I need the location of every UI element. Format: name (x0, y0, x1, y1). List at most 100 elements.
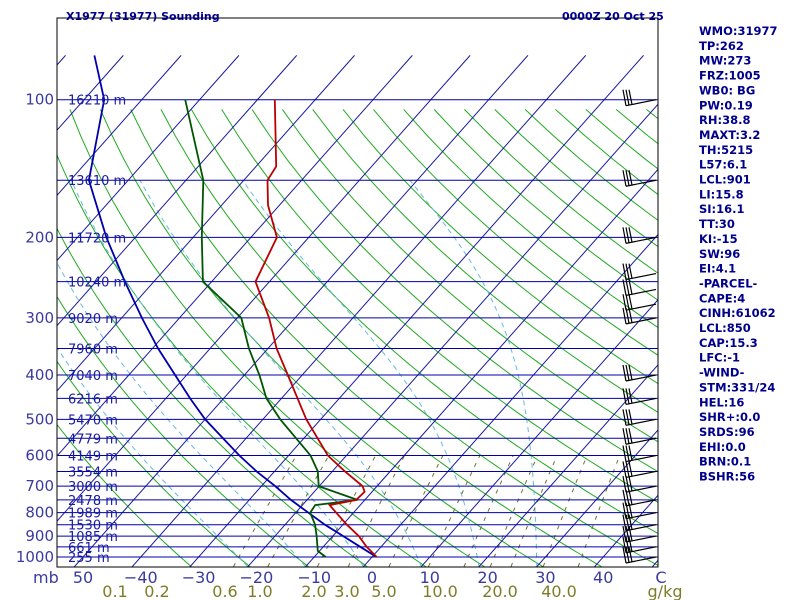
isotherm (57, 55, 182, 197)
wind-barb (622, 525, 657, 543)
pressure-tick-label: 800 (25, 504, 54, 522)
mixing-ratio-line (388, 455, 444, 567)
index-line: CAP:15.3 (699, 336, 758, 350)
isotherm (57, 55, 413, 457)
index-line: BSHR:56 (699, 470, 755, 484)
isotherm (57, 55, 240, 262)
index-line: LCL:850 (699, 321, 751, 335)
height-label: 7960 m (68, 343, 118, 358)
temperature-tick-label: −10 (297, 568, 331, 587)
temperature-tick-label: −40 (124, 568, 158, 587)
height-label: 2478 m (68, 494, 118, 509)
index-line: RH:38.8 (699, 113, 750, 127)
index-line: HEL:16 (699, 395, 744, 409)
pressure-tick-label: 400 (25, 366, 54, 384)
wind-barb (622, 546, 657, 564)
pressure-tick-label: 300 (25, 309, 54, 327)
temperature-tick-label: 10 (420, 568, 440, 587)
height-label: 5470 m (68, 413, 118, 428)
isotherm (73, 55, 529, 567)
mixing-ratio-line (267, 455, 330, 567)
index-line: EI:4.1 (699, 262, 736, 276)
pressure-tick-label: 500 (25, 410, 54, 428)
temperature-tick-label: 20 (477, 568, 497, 587)
dry-adiabat (160, 109, 658, 567)
index-line: SHR+:0.0 (699, 410, 760, 424)
isotherm (57, 55, 355, 392)
mixing-ratio-label: 5.0 (371, 582, 396, 600)
temperature-tick-label: 0 (367, 568, 377, 587)
dry-adiabat (221, 109, 658, 503)
temperature-tick-label: C (655, 568, 666, 587)
height-label: 9020 m (68, 312, 118, 327)
wind-barb (622, 170, 657, 187)
index-line: EHI:0.0 (699, 440, 746, 454)
index-line: KI:-15 (699, 232, 738, 246)
index-line: LI:15.8 (699, 187, 744, 201)
temperature-tick-label: 30 (535, 568, 555, 587)
index-line: TH:5215 (699, 143, 753, 157)
isotherm (304, 168, 658, 567)
wind-barb (622, 227, 657, 244)
dry-adiabat (373, 109, 658, 356)
height-label: 1989 m (68, 507, 118, 522)
index-line: -WIND- (699, 366, 745, 380)
index-line: MW:273 (699, 54, 751, 68)
height-label: 16210 m (68, 94, 126, 109)
wind-barb (622, 388, 657, 406)
mixing-ratio-line (510, 455, 558, 567)
mixing-ratio-line (577, 455, 621, 567)
isotherm (478, 364, 658, 567)
height-label: 3000 m (68, 480, 118, 495)
height-label: 4779 m (68, 432, 118, 447)
index-line: LFC:-1 (699, 351, 740, 365)
temperature-tick-label: 50 (73, 568, 93, 587)
station-title: X1977 (31977) Sounding (66, 10, 220, 23)
height-label: 11720 m (68, 231, 126, 246)
mixing-ratio-line (232, 455, 297, 567)
wind-barb (622, 279, 657, 297)
dry-adiabat (57, 423, 192, 567)
mixing-ratio-line (427, 455, 481, 567)
isotherm (420, 298, 658, 567)
wind-barb (622, 89, 657, 107)
height-label: 1085 m (68, 530, 118, 545)
dry-adiabat (251, 109, 658, 473)
temperature-tick-label: 40 (593, 568, 613, 587)
wind-barb (622, 307, 657, 325)
dry-adiabat (342, 109, 658, 385)
index-line: SRDS:96 (699, 425, 755, 439)
pressure-tick-label: 100 (25, 91, 54, 109)
wind-barb (622, 263, 657, 281)
height-label: 10240 m (68, 276, 126, 291)
mixing-ratio-line (347, 455, 405, 567)
plot-background-lines (57, 55, 658, 567)
plot-frame (56, 17, 659, 568)
dry-adiabat (57, 227, 368, 567)
index-line: CINH:61062 (699, 306, 776, 320)
height-label: 1530 m (68, 519, 118, 534)
height-label: 13610 m (68, 174, 126, 189)
mixing-ratio-line (463, 455, 514, 567)
dry-adiabat (57, 295, 309, 567)
index-line: L57:6.1 (699, 158, 747, 172)
height-label: 661 m (68, 541, 110, 556)
dry-adiabat (403, 109, 658, 329)
index-line: STM:331/24 (699, 380, 775, 394)
pressure-tick-label: 700 (25, 477, 54, 495)
pressure-tick-label: 600 (25, 447, 54, 465)
pressure-tick-label: 1000 (16, 548, 54, 566)
wind-barb (622, 489, 657, 507)
temperature-tick-label: −30 (182, 568, 216, 587)
dry-adiabat (57, 153, 426, 567)
index-line: -PARCEL- (699, 276, 758, 290)
dry-adiabat (281, 109, 658, 443)
isotherm (362, 233, 658, 567)
temperature-tick-label: −20 (240, 568, 274, 587)
index-line: WB0: BG (699, 83, 755, 97)
index-line: FRZ:1005 (699, 69, 761, 83)
dewpoint-profile-line (184, 99, 358, 558)
